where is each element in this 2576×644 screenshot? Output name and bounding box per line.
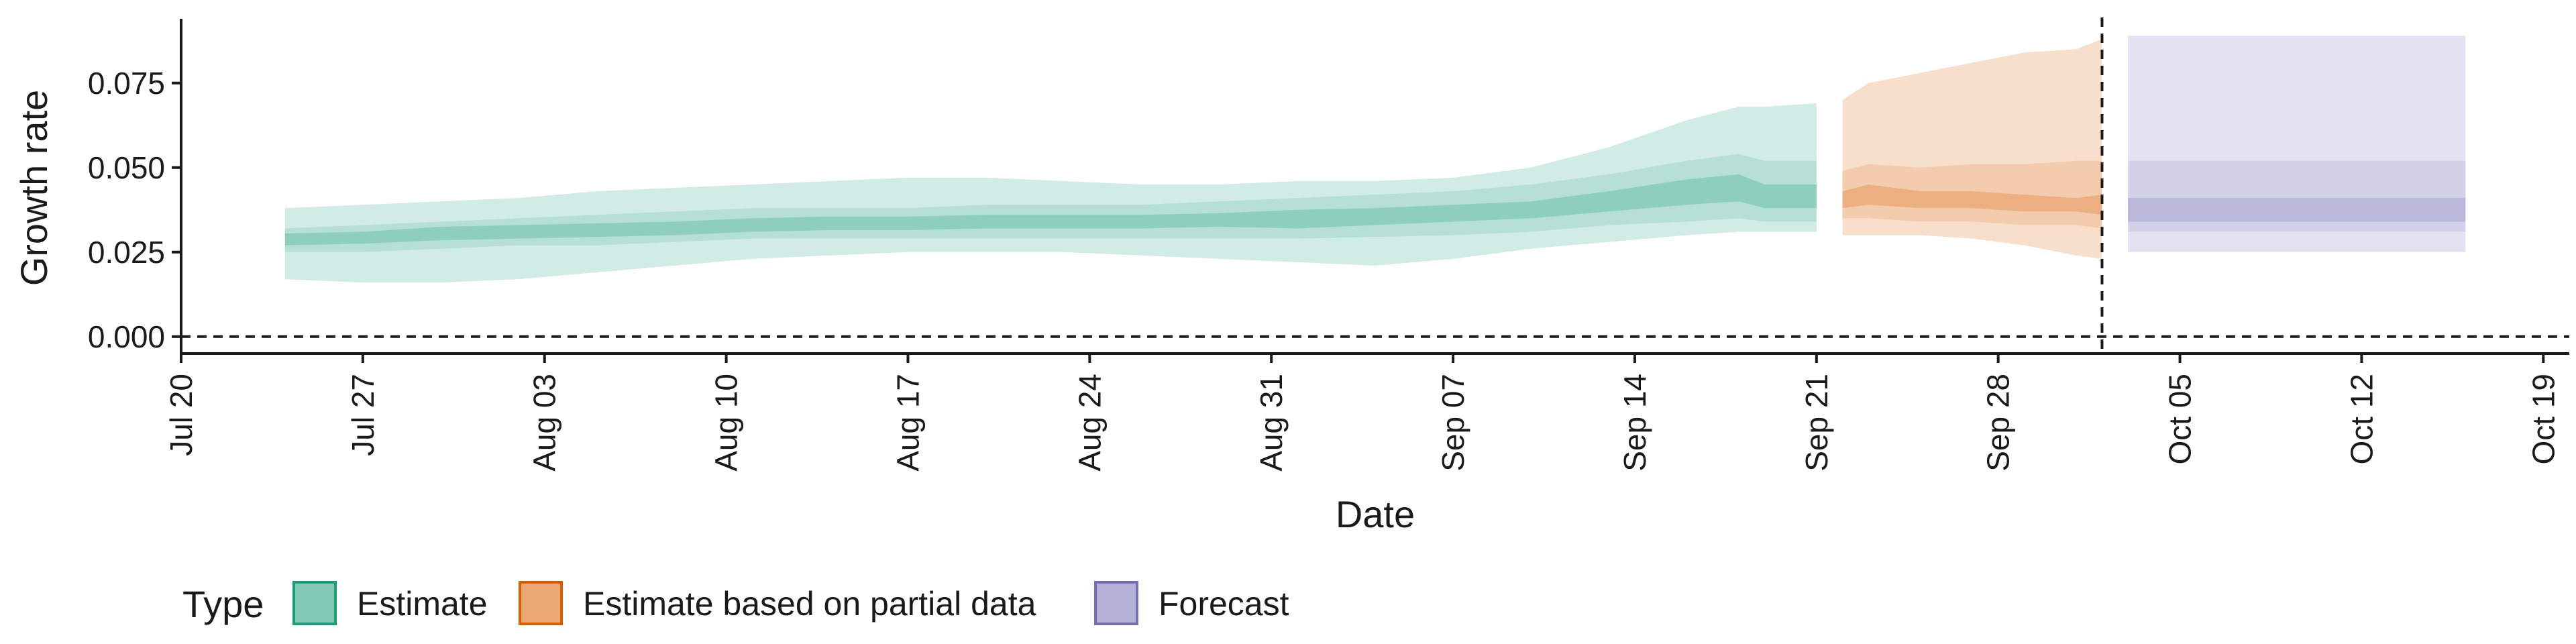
- y-tick-label: 0.050: [88, 150, 165, 185]
- forecast-series: [2128, 36, 2466, 252]
- legend-item-estimate: Estimate: [292, 581, 488, 625]
- x-tick-label: Aug 24: [1072, 374, 1107, 472]
- y-axis-ticks: 0.000 0.025 0.050 0.075: [88, 66, 181, 354]
- y-axis-title: Growth rate: [13, 90, 55, 286]
- x-tick-label: Sep 28: [1981, 374, 2016, 472]
- y-tick-label: 0.075: [88, 66, 165, 101]
- legend-label: Estimate: [357, 585, 488, 623]
- x-tick-label: Oct 05: [2163, 374, 2198, 465]
- estimate-band-20: [284, 174, 1817, 246]
- x-axis-ticks: Jul 20 Jul 27 Aug 03 Aug 10 Aug 17 Aug 24 Aug …: [164, 354, 2561, 472]
- estimate-based-on-partial-data-band-20: [1842, 184, 2102, 215]
- legend-label: Forecast: [1159, 585, 1289, 623]
- ribbon-bands: [284, 36, 2466, 283]
- y-tick-label: 0.025: [88, 235, 165, 270]
- axes: [180, 19, 2569, 355]
- x-tick-label: Sep 14: [1617, 374, 1652, 472]
- x-axis-title: Date: [1336, 493, 1415, 535]
- reference-lines: [181, 17, 2569, 354]
- legend: Type Estimate Estimate based on partial d…: [182, 581, 1289, 625]
- forecast-band-20: [2128, 198, 2466, 222]
- legend-title: Type: [182, 583, 264, 625]
- x-tick-label: Jul 20: [164, 374, 199, 456]
- legend-key: [1094, 581, 1138, 625]
- legend-label: Estimate based on partial data: [583, 585, 1036, 623]
- x-tick-label: Aug 03: [527, 374, 562, 472]
- x-tick-label: Aug 31: [1254, 374, 1289, 472]
- x-tick-label: Sep 07: [1436, 374, 1470, 472]
- legend-item-estimate-based-on-partial-data: Estimate based on partial data: [519, 581, 1036, 625]
- x-tick-label: Jul 27: [345, 374, 380, 456]
- legend-key: [519, 581, 563, 625]
- estimate-based-on-partial-data-band-90: [1842, 39, 2102, 259]
- legend-item-forecast: Forecast: [1094, 581, 1289, 625]
- x-tick-label: Sep 21: [1799, 374, 1834, 472]
- x-tick-label: Aug 17: [891, 374, 926, 472]
- x-tick-label: Oct 19: [2526, 374, 2561, 465]
- x-tick-label: Aug 10: [709, 374, 744, 472]
- x-tick-label: Oct 12: [2344, 374, 2379, 465]
- legend-key: [292, 581, 337, 625]
- y-tick-label: 0.000: [88, 319, 165, 354]
- estimate-series: [284, 103, 1817, 283]
- estimate-based-on-partial-data-series: [1842, 39, 2102, 259]
